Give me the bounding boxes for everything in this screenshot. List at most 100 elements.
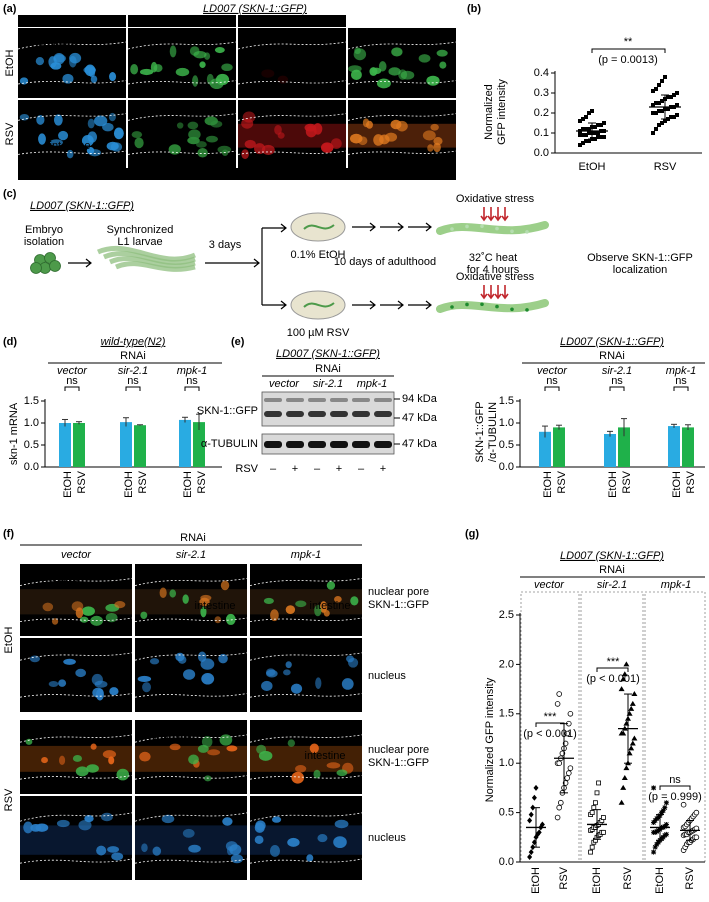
cell-nucleus [19,113,30,121]
cell-nucleus [269,844,281,857]
cell-nucleus [182,828,195,838]
cell-nucleus [277,75,289,84]
point [693,809,700,816]
column-header: nuclear pore [151,15,212,27]
point [565,770,572,776]
cell-nucleus [334,596,342,603]
stress-arrow [487,207,495,222]
cell-nucleus [93,115,108,127]
band [264,441,282,448]
larva [109,256,196,269]
point [618,686,625,692]
x-tick-label: EtOH [123,471,135,498]
stress-arrow [494,207,502,222]
cell-nucleus [182,594,189,604]
cell-nucleus [139,751,151,762]
point [669,95,673,99]
panel-label: (c) [3,188,17,200]
point [663,831,669,837]
point [660,109,664,113]
nucleus-dot [480,224,484,229]
cell-nucleus [100,812,113,822]
point [527,854,533,861]
size-marker: 47 kDa [402,412,438,424]
image-label: intestine [50,140,91,152]
channel-label: nuclear pore [368,744,429,756]
cell-nucleus [188,129,201,140]
panel-label: (f) [3,528,14,540]
nucleus-dot [465,224,469,229]
point [621,775,628,781]
micrograph [238,28,346,98]
point [554,701,561,707]
image-label: intestine [40,572,81,584]
y-tick-label: 0.4 [534,67,549,79]
cell-nucleus [79,616,89,623]
y-axis-label: GFP intensity [496,79,508,145]
cell-nucleus [218,653,228,664]
x-tick-label: RSV [137,470,149,493]
step-label: Embryo [25,224,63,236]
group-label: sir-2.1 [597,579,627,591]
bar [193,422,205,467]
point [629,700,636,706]
cell-nucleus [36,114,45,125]
cell-nucleus [29,655,40,663]
cell-nucleus [149,658,160,665]
worm [303,224,335,230]
point [652,844,658,850]
x-tick-label: EtOH [62,471,74,498]
point [651,849,657,855]
column-footer: DAPI [59,168,85,180]
cell-nucleus [69,55,77,68]
image-label: intestine [36,40,77,52]
cell-nucleus [326,581,336,590]
worm-outline [134,812,248,864]
image-label: intestine [60,727,101,739]
cell-nucleus [433,137,443,146]
cell-nucleus [175,67,190,77]
y-tick-label: 0.0 [499,461,514,473]
annotation: ns [669,774,681,786]
band [352,411,370,417]
y-axis-label: SKN-1::GFP [474,401,486,462]
point [593,800,598,806]
row-label: RSV [235,463,258,475]
size-marker: 94 kDa [402,393,438,405]
bar [134,425,146,467]
cell-nucleus [317,834,328,843]
cell-nucleus [19,77,29,85]
cell-nucleus [436,49,448,57]
band [374,441,392,448]
point [590,109,594,113]
lane-label: + [380,463,386,475]
bar [618,427,630,467]
cell-nucleus [58,679,67,687]
header-strip [18,15,126,27]
stress-arrow [494,285,502,300]
cell-nucleus [376,78,391,89]
annotation: ns [675,375,687,387]
point [584,139,588,143]
cell-nucleus [336,769,348,777]
group-header: RNAi [599,350,625,362]
cell-nucleus [210,120,223,128]
cell-nucleus [319,601,328,613]
cell-nucleus [139,68,154,76]
nucleus-dot [510,229,514,234]
point [581,133,585,137]
worm-outline [17,113,127,155]
cell-nucleus [152,846,162,856]
point [629,740,636,746]
cell-nucleus [306,854,314,862]
footer-strip [18,168,456,180]
cell-nucleus [78,819,92,831]
band [264,398,282,402]
cell-nucleus [295,764,307,773]
chart-title: LD007 (SKN-1::GFP) [560,550,664,562]
cell-nucleus [390,119,402,130]
panel-title: LD007 (SKN-1::GFP) [30,200,134,212]
stress-arrow [480,285,488,300]
panel-title: LD007 (SKN-1::GFP) [203,3,307,15]
